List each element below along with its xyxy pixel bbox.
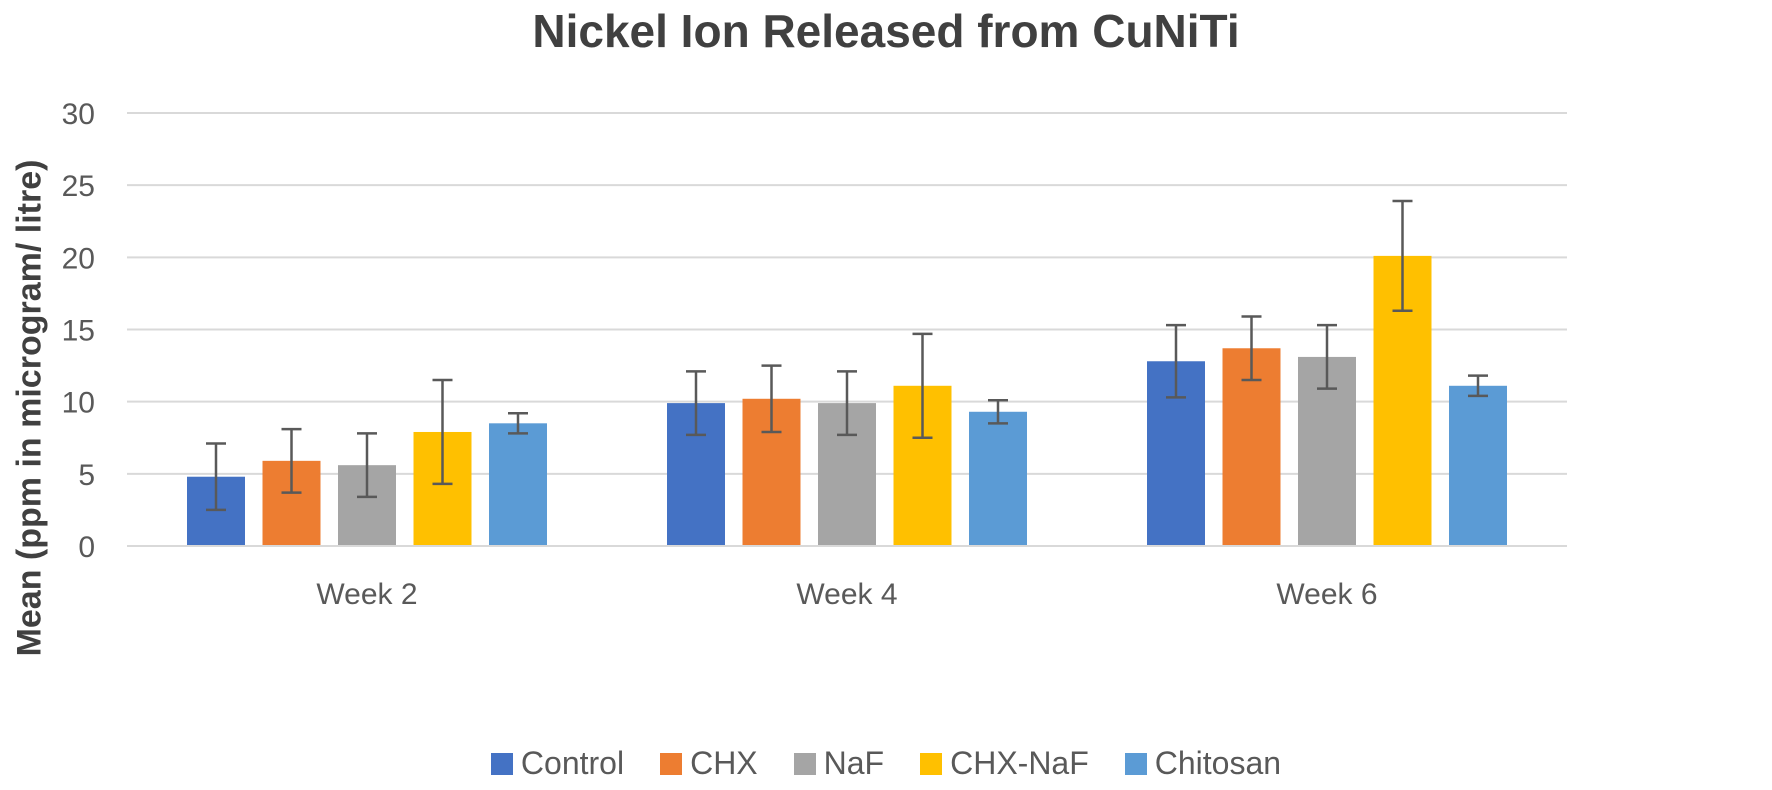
y-tick-label: 5 bbox=[78, 459, 95, 492]
legend-swatch bbox=[920, 752, 943, 775]
legend-label: Control bbox=[520, 745, 625, 781]
legend-label: Chitosan bbox=[1154, 745, 1282, 781]
y-tick-label: 20 bbox=[62, 242, 95, 275]
y-tick-label: 30 bbox=[62, 98, 95, 131]
legend-label: CHX-NaF bbox=[950, 745, 1089, 781]
y-tick-label: 25 bbox=[62, 170, 95, 203]
legend: Control CHX NaF CHX-NaF Chitosan bbox=[0, 745, 1772, 782]
x-category-label: Week 2 bbox=[316, 578, 417, 611]
bar-chitosan bbox=[1449, 385, 1507, 546]
legend-swatch bbox=[1124, 752, 1147, 775]
y-tick-label: 0 bbox=[78, 531, 95, 564]
legend-swatch bbox=[660, 752, 683, 775]
legend-item: CHX-NaF bbox=[920, 745, 1089, 782]
legend-item: Control bbox=[490, 745, 625, 782]
x-category-label: Week 6 bbox=[1276, 578, 1377, 611]
x-category-label: Week 4 bbox=[796, 578, 897, 611]
bar-chitosan bbox=[969, 411, 1027, 546]
legend-swatch bbox=[490, 752, 513, 775]
legend-item: NaF bbox=[793, 745, 885, 782]
legend-swatch bbox=[793, 752, 816, 775]
y-tick-label: 10 bbox=[62, 387, 95, 420]
bar-chitosan bbox=[489, 423, 547, 546]
legend-label: CHX bbox=[690, 745, 758, 781]
legend-label: NaF bbox=[823, 745, 885, 781]
y-tick-label: 15 bbox=[62, 315, 95, 348]
legend-item: Chitosan bbox=[1124, 745, 1282, 782]
chart-title: Nickel Ion Released from CuNiTi bbox=[532, 5, 1240, 57]
legend-item: CHX bbox=[660, 745, 758, 782]
